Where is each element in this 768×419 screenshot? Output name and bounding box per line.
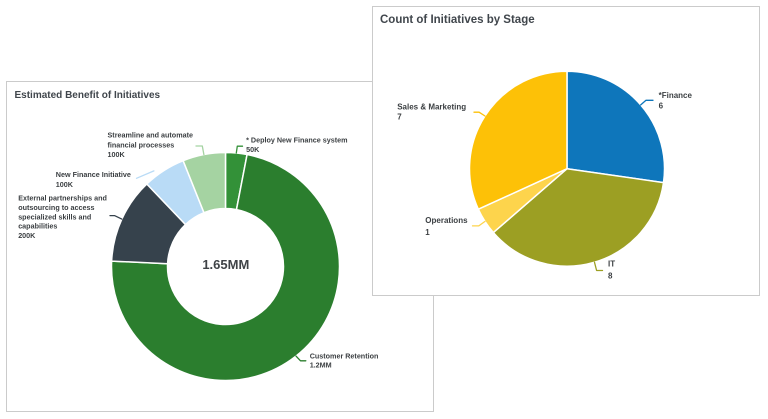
svg-text:7: 7	[397, 112, 402, 121]
svg-text:Sales & Marketing: Sales & Marketing	[397, 103, 466, 112]
svg-text:200K: 200K	[18, 231, 36, 240]
svg-text:*Finance: *Finance	[659, 91, 693, 100]
svg-text:8: 8	[608, 272, 613, 281]
svg-text:1: 1	[425, 228, 430, 237]
svg-text:Customer Retention: Customer Retention	[310, 352, 379, 361]
svg-text:100K: 100K	[108, 150, 126, 159]
svg-text:100K: 100K	[56, 180, 74, 189]
svg-text:Streamline and automate: Streamline and automate	[108, 131, 193, 140]
svg-text:outsourcing to access: outsourcing to access	[18, 203, 94, 212]
svg-text:1.65MM: 1.65MM	[202, 257, 249, 272]
svg-text:50K: 50K	[246, 145, 260, 154]
svg-text:Operations: Operations	[425, 216, 468, 225]
svg-text:financial processes: financial processes	[108, 140, 175, 149]
svg-text:* Deploy New Finance system: * Deploy New Finance system	[246, 135, 347, 144]
svg-text:IT: IT	[608, 260, 615, 269]
svg-text:New Finance Initiative: New Finance Initiative	[56, 170, 131, 179]
svg-text:capabilities: capabilities	[18, 222, 57, 231]
svg-text:specialized skills and: specialized skills and	[18, 212, 91, 221]
svg-text:1.2MM: 1.2MM	[310, 360, 332, 369]
svg-text:External partnerships and: External partnerships and	[18, 194, 107, 203]
svg-text:6: 6	[659, 102, 664, 111]
